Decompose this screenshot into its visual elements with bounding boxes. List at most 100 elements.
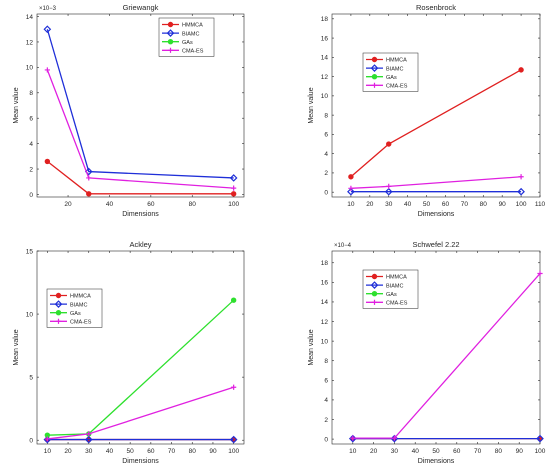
legend-label: CMA-ES [182,49,204,55]
data-point-biamc [229,435,238,444]
series-line-cma-es [46,69,234,189]
chart-title: Schwefel 2.22 [412,240,459,249]
series-line-biamc [46,29,234,179]
legend-marker [371,291,378,297]
y-tick-label: 0 [324,436,328,443]
x-tick-label: 100 [228,201,239,208]
x-tick-label: 110 [535,201,546,208]
legend-label: HMMCA [182,23,203,29]
y-tick-label: 0 [324,189,328,196]
legend-marker [54,300,63,308]
x-tick-label: 30 [391,448,399,455]
series-line-cma-es [350,176,522,189]
y-tick-label: 10 [26,65,34,72]
y-tick-label: 8 [324,112,328,119]
data-point-hmmca [386,141,392,147]
y-axis-multiplier: ×10−3 [39,6,57,12]
y-tick-label: 10 [321,93,329,100]
legend-label: CMA-ES [386,84,408,90]
x-axis-label: Dimensions [418,211,455,218]
plot-area-frame [36,13,245,198]
y-tick-label: 0 [29,192,33,199]
data-point-cma-es [350,435,356,441]
y-axis-label: Mean value [13,329,20,365]
x-tick-label: 20 [370,448,378,455]
chart-title: Rosenbrock [416,3,456,12]
legend-marker [167,39,174,45]
data-point-hmmca [230,191,237,197]
data-point-cma-es [231,384,237,390]
data-point-hmmca [348,174,354,180]
x-tick-label: 80 [480,201,488,208]
x-tick-label: 90 [209,448,217,455]
x-tick-label: 60 [147,448,155,455]
data-point-biamc [84,435,93,444]
y-tick-label: 18 [321,260,329,267]
y-tick-label: 14 [321,299,329,306]
plot-area-frame [331,13,541,198]
y-tick-label: 10 [321,338,329,345]
y-tick-label: 12 [26,39,34,46]
y-tick-label: 12 [321,74,329,81]
y-tick-label: 6 [324,378,328,385]
data-point-biamc [43,25,52,34]
legend-label: HMMCA [386,58,407,64]
legend-label: GAs [386,75,397,81]
x-tick-label: 10 [44,448,52,455]
legend: HMMCA BIAMC GAs CMA-ES [362,269,419,309]
x-tick-label: 40 [106,448,114,455]
legend-marker [371,82,378,88]
x-tick-label: 40 [412,448,420,455]
x-tick-label: 60 [147,201,155,208]
data-point-hmmca [86,191,92,197]
x-tick-label: 90 [516,448,524,455]
legend-label: GAs [70,311,81,317]
y-tick-label: 8 [29,90,33,97]
y-tick-label: 14 [321,55,329,62]
data-point-cma-es [518,174,524,180]
data-point-biamc [84,167,93,176]
legend-label: CMA-ES [70,320,92,326]
x-tick-label: 50 [423,201,431,208]
data-point-biamc [229,174,238,182]
y-tick-label: 12 [321,319,329,326]
x-tick-label: 60 [453,448,461,455]
x-tick-label: 100 [535,448,546,455]
legend-label: HMMCA [70,294,91,300]
y-tick-label: 10 [26,311,34,318]
x-axis-label: Dimensions [122,211,159,218]
data-point-cma-es [391,435,397,441]
legend-label: BIAMC [70,302,87,308]
chart-panel-1: 10 20 30 40 50 60 70 80 90 100 110 0 2 4 6 8 10 12 14 16 18 R… [308,3,546,218]
x-tick-label: 40 [404,201,412,208]
legend: HMMCA BIAMC GAs CMA-ES [46,288,103,328]
x-tick-label: 20 [64,201,72,208]
x-tick-label: 100 [516,201,527,208]
chart-title: Griewangk [123,3,159,12]
data-point-hmmca [518,67,524,73]
legend-marker [55,318,62,324]
data-point-gas [230,297,237,303]
series-line-cma-es [47,386,234,440]
y-tick-label: 4 [29,141,33,148]
legend-label: BIAMC [182,31,199,37]
chart-panel-2: 10 20 30 40 50 60 70 80 90 100 0 5 10 15 Ackley Dimensi… [13,240,245,465]
chart-title: Ackley [129,240,151,249]
legend-marker [167,21,174,28]
data-point-cma-es [537,270,543,277]
data-point-hmmca [44,158,51,165]
data-point-biamc [347,187,355,196]
legend-marker [370,64,379,72]
legend-label: GAs [386,292,397,298]
data-point-cma-es [86,175,92,181]
legend-marker [55,310,62,316]
legend-label: BIAMC [386,283,403,289]
data-point-cma-es [86,431,92,437]
legend-marker [166,29,175,37]
legend-marker [371,56,378,63]
y-axis-label: Mean value [308,87,315,123]
x-tick-label: 80 [495,448,503,455]
y-tick-label: 16 [321,35,329,42]
legend-label: CMA-ES [386,301,408,307]
x-tick-label: 20 [366,201,374,208]
